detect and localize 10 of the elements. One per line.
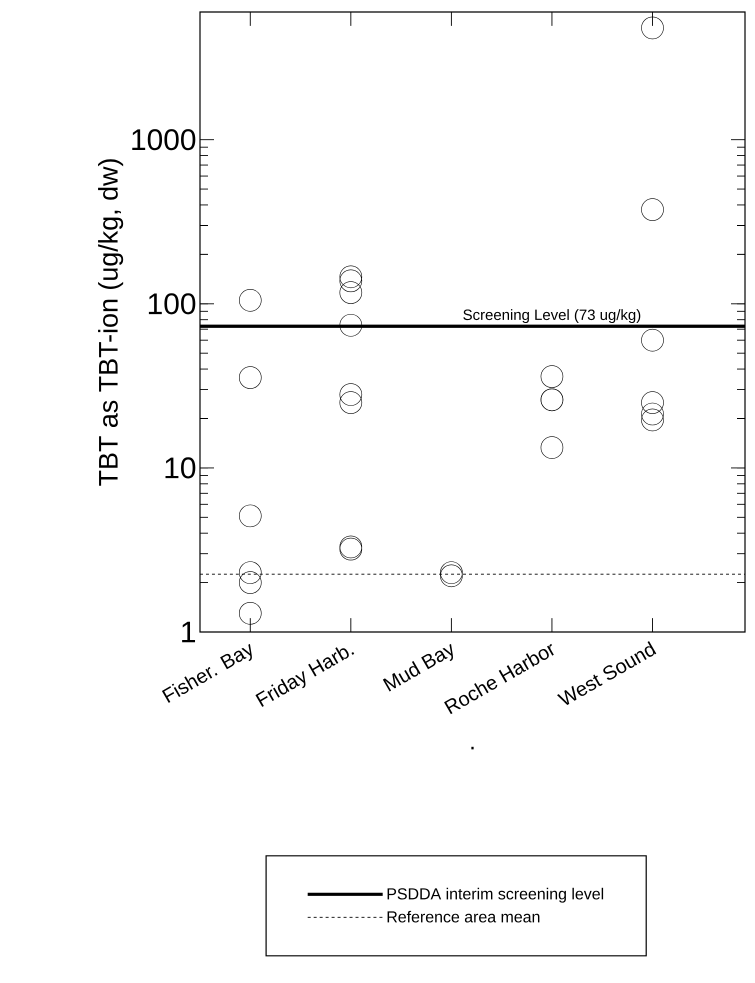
legend-label: PSDDA interim screening level (388, 888, 604, 903)
legend-label: Reference area mean (388, 910, 540, 923)
x-axis-title: . (471, 746, 474, 750)
annotation: Screening Level (73 ug/kg) (463, 309, 640, 324)
y-axis-title: TBT as TBT-ion (ug/kg, dw) (98, 159, 124, 486)
y-tick-label: 1 (182, 622, 196, 642)
y-tick-label: 100 (148, 293, 196, 314)
y-tick-label: 10 (166, 457, 196, 478)
x-tick-label: Mud Bay (382, 644, 453, 692)
y-tick-label: 1000 (132, 129, 196, 150)
